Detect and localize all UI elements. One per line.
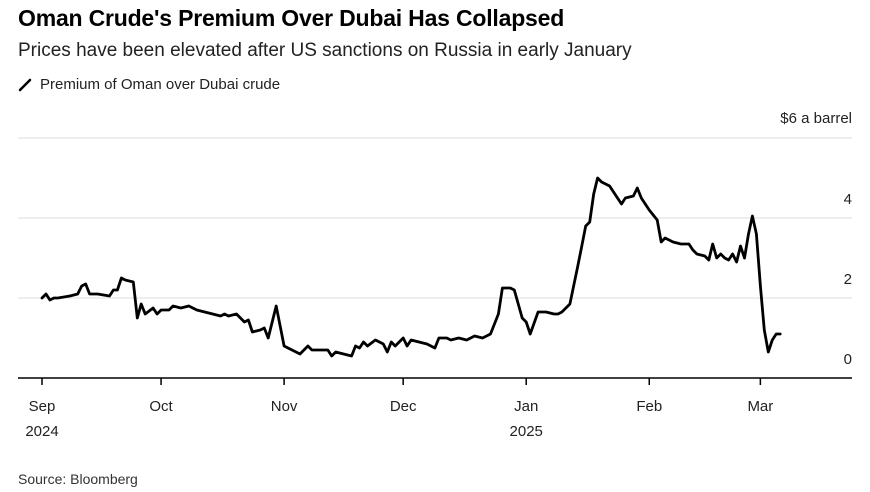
source-note: Source: Bloomberg: [18, 471, 138, 487]
x-tick-label: Oct: [149, 398, 173, 415]
gridlines: [18, 137, 852, 379]
legend: Premium of Oman over Dubai crude: [18, 76, 280, 93]
y-axis-ticks: 0 2 4: [844, 191, 852, 368]
x-tick-label: Mar: [747, 398, 773, 415]
series-line: [40, 176, 782, 358]
y-tick-label: 2: [844, 271, 852, 288]
unit-label: $6 a barrel: [780, 110, 852, 127]
x-tick-label: Jan: [514, 398, 538, 415]
chart-subtitle: Prices have been elevated after US sanct…: [18, 40, 632, 61]
y-tick-label: 0: [844, 351, 852, 368]
legend-line-icon: [18, 78, 32, 91]
legend-label: Premium of Oman over Dubai crude: [40, 76, 281, 93]
y-tick-label: 4: [844, 191, 852, 208]
x-tick-year-label: 2025: [510, 423, 543, 440]
x-tick-label: Nov: [271, 398, 298, 415]
x-axis-ticks: Sep 2024 Oct Nov Dec Jan 2025 Feb Mar: [25, 378, 773, 440]
x-tick-label: Sep: [29, 398, 56, 415]
chart-title: Oman Crude's Premium Over Dubai Has Coll…: [18, 5, 565, 31]
x-tick-label: Feb: [636, 398, 662, 415]
x-tick-label: Dec: [390, 398, 417, 415]
series-layer: [40, 176, 782, 358]
x-tick-year-label: 2024: [25, 423, 58, 440]
